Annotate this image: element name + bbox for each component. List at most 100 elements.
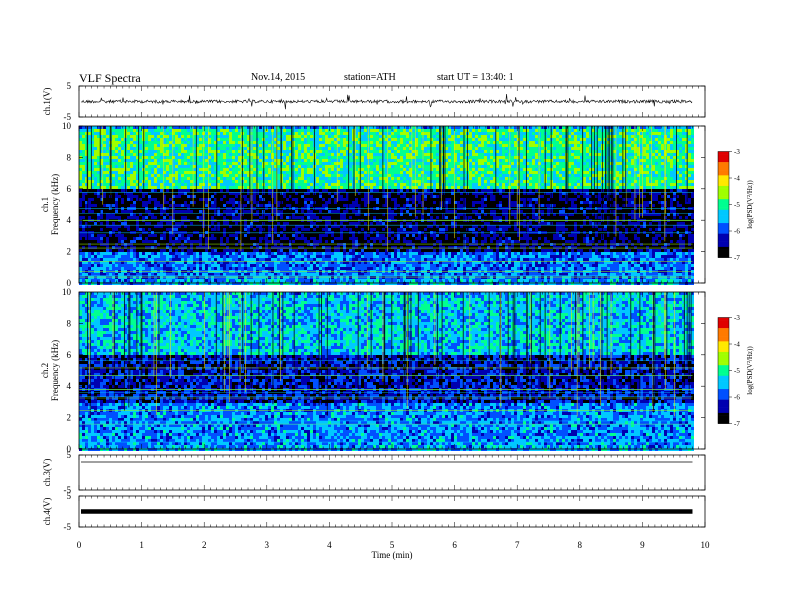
spectrogram-cell bbox=[94, 171, 97, 174]
spectrogram-cell bbox=[121, 195, 124, 198]
spectrogram-cell bbox=[202, 246, 205, 249]
spectrogram-cell bbox=[178, 282, 181, 285]
spectrogram-cell bbox=[148, 147, 151, 150]
spectrogram-cell bbox=[217, 252, 220, 255]
spectrogram-cell bbox=[127, 177, 130, 180]
spectrogram-cell bbox=[94, 153, 97, 156]
spectrogram-cell bbox=[217, 129, 220, 132]
spectrogram-cell bbox=[220, 153, 223, 156]
spectrogram-cell bbox=[202, 249, 205, 252]
spectrogram-cell bbox=[199, 264, 202, 267]
spectrogram-cell bbox=[205, 210, 208, 213]
spectrogram-cell bbox=[211, 249, 214, 252]
spectrogram-cell bbox=[151, 159, 154, 162]
spectrogram-cell bbox=[130, 159, 133, 162]
spectrogram-cell bbox=[175, 162, 178, 165]
spectrogram-cell bbox=[130, 264, 133, 267]
spectrogram-cell bbox=[190, 189, 193, 192]
spectrogram-cell bbox=[169, 231, 172, 234]
spectrogram-cell bbox=[187, 168, 190, 171]
spectrogram-cell bbox=[220, 195, 223, 198]
spectrogram-cell bbox=[121, 237, 124, 240]
spectrogram-cell bbox=[79, 231, 82, 234]
spectrogram-cell bbox=[130, 147, 133, 150]
spectrogram-cell bbox=[205, 222, 208, 225]
spectrogram-cell bbox=[118, 183, 121, 186]
spectrogram-cell bbox=[211, 135, 214, 138]
spectrogram-cell bbox=[97, 138, 100, 141]
spectrogram-cell bbox=[97, 144, 100, 147]
spectrogram-cell bbox=[118, 246, 121, 249]
spectrogram-cell bbox=[118, 264, 121, 267]
spectrogram-cell bbox=[79, 255, 82, 258]
spectrogram-cell bbox=[172, 267, 175, 270]
spectrogram-cell bbox=[148, 189, 151, 192]
spectrogram-cell bbox=[109, 246, 112, 249]
spectrogram-cell bbox=[211, 153, 214, 156]
spectrogram-cell bbox=[91, 222, 94, 225]
spectrogram-cell bbox=[106, 264, 109, 267]
spectrogram-cell bbox=[103, 126, 106, 129]
spectrogram-cell bbox=[220, 222, 223, 225]
spectrogram-cell bbox=[94, 174, 97, 177]
spectrogram-cell bbox=[169, 249, 172, 252]
spectrogram-cell bbox=[199, 249, 202, 252]
spectrogram-cell bbox=[205, 198, 208, 201]
spectrogram-cell bbox=[130, 195, 133, 198]
spectrogram-cell bbox=[199, 267, 202, 270]
spectrogram-cell bbox=[190, 165, 193, 168]
spectrogram-cell bbox=[121, 249, 124, 252]
spectrogram-cell bbox=[151, 231, 154, 234]
spectrogram-cell bbox=[163, 240, 166, 243]
spectrogram-cell bbox=[94, 165, 97, 168]
spectrogram-cell bbox=[220, 228, 223, 231]
spectrogram-cell bbox=[151, 252, 154, 255]
spectrogram-cell bbox=[220, 174, 223, 177]
spectrogram-cell bbox=[121, 156, 124, 159]
spectrogram-cell bbox=[115, 228, 118, 231]
spectrogram-cell bbox=[145, 171, 148, 174]
spectrogram-cell bbox=[106, 252, 109, 255]
spectrogram-cell bbox=[157, 222, 160, 225]
spectrogram-cell bbox=[130, 153, 133, 156]
spectrogram-cell bbox=[145, 126, 148, 129]
spectrogram-cell bbox=[154, 255, 157, 258]
spectrogram-cell bbox=[169, 243, 172, 246]
spectrogram-cell bbox=[157, 138, 160, 141]
spectrogram-cell bbox=[181, 222, 184, 225]
spectrogram-cell bbox=[133, 168, 136, 171]
spectrogram-cell bbox=[82, 222, 85, 225]
spectrogram-cell bbox=[184, 198, 187, 201]
spectrogram-cell bbox=[88, 279, 91, 282]
spectrogram-cell bbox=[217, 198, 220, 201]
spectrogram-cell bbox=[184, 276, 187, 279]
spectrogram-cell bbox=[97, 198, 100, 201]
spectrogram-cell bbox=[112, 243, 115, 246]
spectrogram-cell bbox=[223, 183, 226, 186]
spectrogram-cell bbox=[178, 159, 181, 162]
spectrogram-cell bbox=[145, 246, 148, 249]
spectrogram-cell bbox=[181, 174, 184, 177]
spectrogram-cell bbox=[106, 267, 109, 270]
spectrogram-cell bbox=[148, 186, 151, 189]
spectrogram-cell bbox=[121, 132, 124, 135]
spectrogram-cell bbox=[103, 135, 106, 138]
spectrogram-cell bbox=[151, 126, 154, 129]
spectrogram-cell bbox=[88, 126, 91, 129]
spectrogram-cell bbox=[187, 222, 190, 225]
spectrogram-cell bbox=[91, 231, 94, 234]
spectrogram-cell bbox=[157, 252, 160, 255]
spectrogram-cell bbox=[160, 210, 163, 213]
spectrogram-cell bbox=[127, 255, 130, 258]
spectrogram-cell bbox=[91, 216, 94, 219]
spectrogram-cell bbox=[169, 159, 172, 162]
spectrogram-cell bbox=[97, 204, 100, 207]
spectrogram-cell bbox=[148, 132, 151, 135]
spectrogram-cell bbox=[160, 216, 163, 219]
spectrogram-cell bbox=[112, 135, 115, 138]
spectrogram-cell bbox=[103, 153, 106, 156]
spectrogram-cell bbox=[211, 159, 214, 162]
spectrogram-cell bbox=[79, 267, 82, 270]
spectrogram-cell bbox=[112, 189, 115, 192]
spectrogram-cell bbox=[103, 252, 106, 255]
